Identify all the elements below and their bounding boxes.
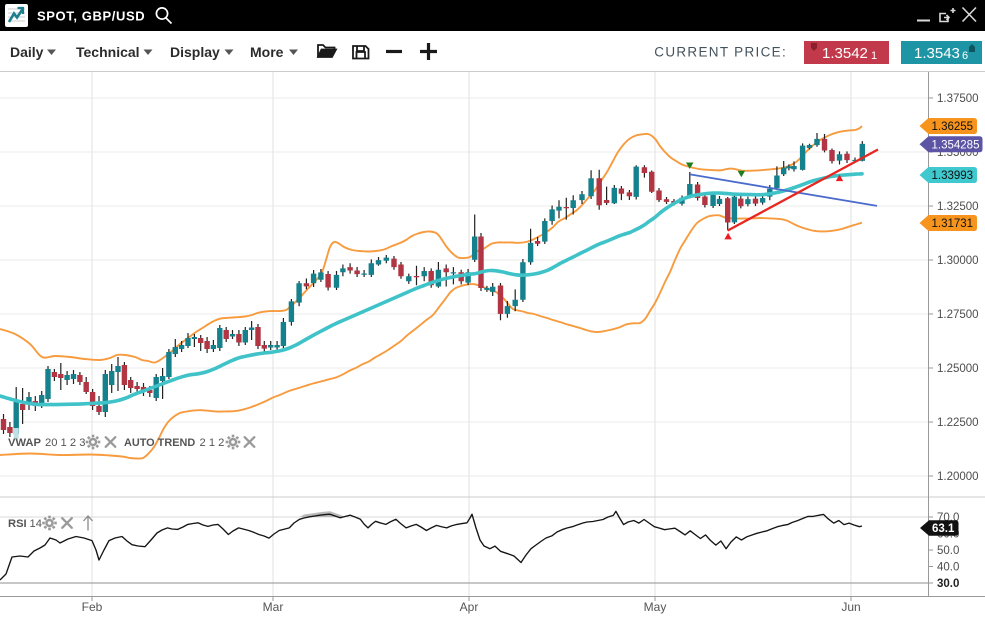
svg-text:1.37500: 1.37500 <box>937 93 979 105</box>
svg-text:2 1 2: 2 1 2 <box>200 437 225 449</box>
svg-text:Daily: Daily <box>10 44 44 60</box>
svg-text:1.36255: 1.36255 <box>932 121 974 133</box>
svg-text:1.22500: 1.22500 <box>937 417 979 429</box>
svg-text:14: 14 <box>30 518 42 530</box>
svg-text:63.1: 63.1 <box>932 523 955 535</box>
svg-text:1.3543: 1.3543 <box>914 45 960 62</box>
svg-text:1.30000: 1.30000 <box>937 255 979 267</box>
svg-text:1.33993: 1.33993 <box>932 170 974 182</box>
svg-text:30.0: 30.0 <box>937 578 959 590</box>
svg-text:More: More <box>250 44 284 60</box>
svg-text:Apr: Apr <box>460 600 479 614</box>
svg-text:1.3542: 1.3542 <box>822 45 868 62</box>
svg-text:Display: Display <box>170 44 220 60</box>
svg-text:RSI: RSI <box>8 518 27 530</box>
svg-text:CURRENT PRICE:: CURRENT PRICE: <box>654 45 787 60</box>
svg-text:Mar: Mar <box>263 600 284 614</box>
svg-text:6: 6 <box>962 50 968 62</box>
svg-text:1.32500: 1.32500 <box>937 201 979 213</box>
svg-text:1.31731: 1.31731 <box>932 218 974 230</box>
svg-text:1: 1 <box>871 50 877 62</box>
svg-text:Feb: Feb <box>82 600 103 614</box>
svg-text:Technical: Technical <box>76 44 140 60</box>
svg-text:SPOT, GBP/USD: SPOT, GBP/USD <box>37 9 145 24</box>
svg-text:20 1 2 3: 20 1 2 3 <box>45 437 85 449</box>
svg-text:May: May <box>644 600 667 614</box>
svg-text:AUTO TREND: AUTO TREND <box>124 437 195 449</box>
svg-text:Jun: Jun <box>841 600 860 614</box>
svg-text:1.27500: 1.27500 <box>937 309 979 321</box>
svg-text:50.0: 50.0 <box>937 545 959 557</box>
svg-text:VWAP: VWAP <box>8 437 41 449</box>
svg-text:40.0: 40.0 <box>937 562 959 574</box>
svg-text:1.25000: 1.25000 <box>937 363 979 375</box>
svg-text:1.20000: 1.20000 <box>937 471 979 483</box>
svg-text:1.354285: 1.354285 <box>932 139 980 151</box>
